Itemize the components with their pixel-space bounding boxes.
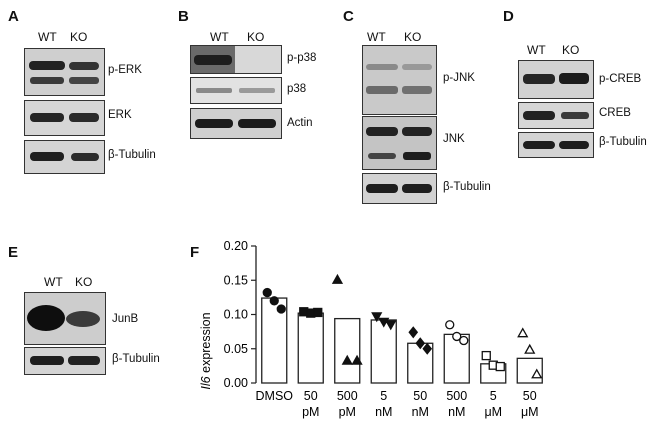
panel-label-d: D: [503, 8, 514, 25]
data-point: [415, 337, 426, 350]
blot-pjnk: [362, 45, 437, 115]
panel-label-a: A: [8, 8, 19, 25]
bar: [297, 312, 324, 384]
x-tick-label-unit: nM: [412, 405, 429, 419]
data-point: [269, 296, 279, 306]
x-tick-label-unit: nM: [375, 405, 392, 419]
data-point: [531, 368, 543, 379]
label-tubulin-e: β-Tubulin: [112, 353, 160, 365]
label-junb: JunB: [112, 313, 139, 325]
label-creb: CREB: [599, 107, 631, 119]
x-tick-label: 5: [490, 389, 497, 403]
blot-creb: [518, 102, 594, 129]
y-tick-label: 0.15: [224, 273, 248, 287]
data-point: [495, 361, 505, 372]
label-erk: ERK: [108, 109, 132, 121]
data-point: [331, 273, 344, 284]
label-actin: Actin: [287, 117, 313, 129]
label-tubulin-d: β-Tubulin: [599, 136, 647, 148]
il6-expression-chart: Il6 expression 0.00 0.05 0.10 0.15 0.20 DMSO 5…: [199, 239, 543, 419]
data-point: [385, 320, 397, 331]
y-axis-label-rest: expression: [199, 312, 213, 376]
y-axis-label: Il6 expression: [199, 312, 213, 389]
blot-tubulin-e: [24, 347, 106, 375]
lane-ko-b: KO: [247, 30, 265, 44]
blot-pcreb: [518, 60, 594, 99]
label-perk: p-ERK: [108, 64, 142, 76]
panel-label-f: F: [190, 244, 200, 261]
lane-wt-a: WT: [38, 30, 57, 44]
data-point: [341, 354, 353, 365]
panel-label-e: E: [8, 244, 19, 261]
data-point: [452, 331, 462, 342]
y-tick-label: 0.20: [224, 239, 248, 253]
label-tubulin-a: β-Tubulin: [108, 149, 156, 161]
x-tick-label: 50: [413, 389, 427, 403]
y-tick-label: 0.00: [224, 376, 248, 390]
label-pjnk: p-JNK: [443, 72, 475, 84]
lane-ko-e: KO: [75, 275, 93, 289]
blot-erk: [24, 100, 105, 136]
lane-wt-d: WT: [527, 43, 546, 57]
x-tick-label-unit: pM: [302, 405, 319, 419]
blot-pp38: [190, 45, 282, 74]
data-point: [524, 343, 536, 354]
bar: [516, 357, 543, 384]
blot-p38: [190, 77, 282, 104]
y-axis-label-gene: Il6: [199, 376, 213, 389]
label-tubulin-c: β-Tubulin: [443, 181, 491, 193]
x-tick-label-unit: nM: [448, 405, 465, 419]
x-tick-label-unit: pM: [339, 405, 356, 419]
y-tick-label: 0.10: [224, 308, 248, 322]
x-tick-label-unit: μM: [484, 405, 502, 419]
data-point: [408, 326, 419, 339]
label-jnk: JNK: [443, 133, 465, 145]
data-point: [371, 312, 383, 323]
data-point: [422, 342, 433, 355]
lane-ko-d: KO: [562, 43, 580, 57]
y-tick-label: 0.05: [224, 342, 248, 356]
x-tick-label: 50: [304, 389, 318, 403]
x-tick-label: DMSO: [256, 389, 294, 403]
x-tick-label: 5: [380, 389, 387, 403]
label-pcreb: p-CREB: [599, 73, 642, 85]
plot-area: 0.00 0.05 0.10 0.15 0.20 DMSO 50 pM 500 pM 5 nM 50 nM…: [224, 239, 543, 419]
lane-wt-e: WT: [44, 275, 63, 289]
lane-ko-c: KO: [404, 30, 422, 44]
data-point: [313, 307, 323, 318]
panel-label-b: B: [178, 8, 189, 25]
blot-perk: [24, 48, 105, 96]
data-point: [351, 354, 363, 365]
label-p38: p38: [287, 83, 307, 95]
blot-tubulin-a: [24, 140, 105, 174]
data-point: [262, 287, 272, 298]
x-tick-label: 50: [523, 389, 537, 403]
blot-tubulin-d: [518, 132, 594, 158]
bar: [370, 319, 397, 384]
blot-actin: [190, 108, 282, 139]
lane-wt-b: WT: [210, 30, 229, 44]
data-point: [276, 304, 286, 314]
data-point: [459, 335, 469, 346]
blot-jnk: [362, 116, 437, 170]
panel-label-c: C: [343, 8, 354, 25]
data-point: [378, 317, 390, 328]
bar: [334, 317, 361, 384]
label-pp38: p-p38: [287, 52, 317, 64]
x-tick-label: 500: [446, 389, 467, 403]
data-point: [517, 327, 529, 338]
data-point: [481, 350, 491, 361]
blot-junb: [24, 292, 106, 345]
x-tick-label-unit: μM: [521, 405, 539, 419]
lane-ko-a: KO: [70, 30, 88, 44]
blot-tubulin-c: [362, 173, 437, 204]
data-point: [445, 320, 455, 330]
lane-wt-c: WT: [367, 30, 386, 44]
x-tick-label: 500: [337, 389, 358, 403]
